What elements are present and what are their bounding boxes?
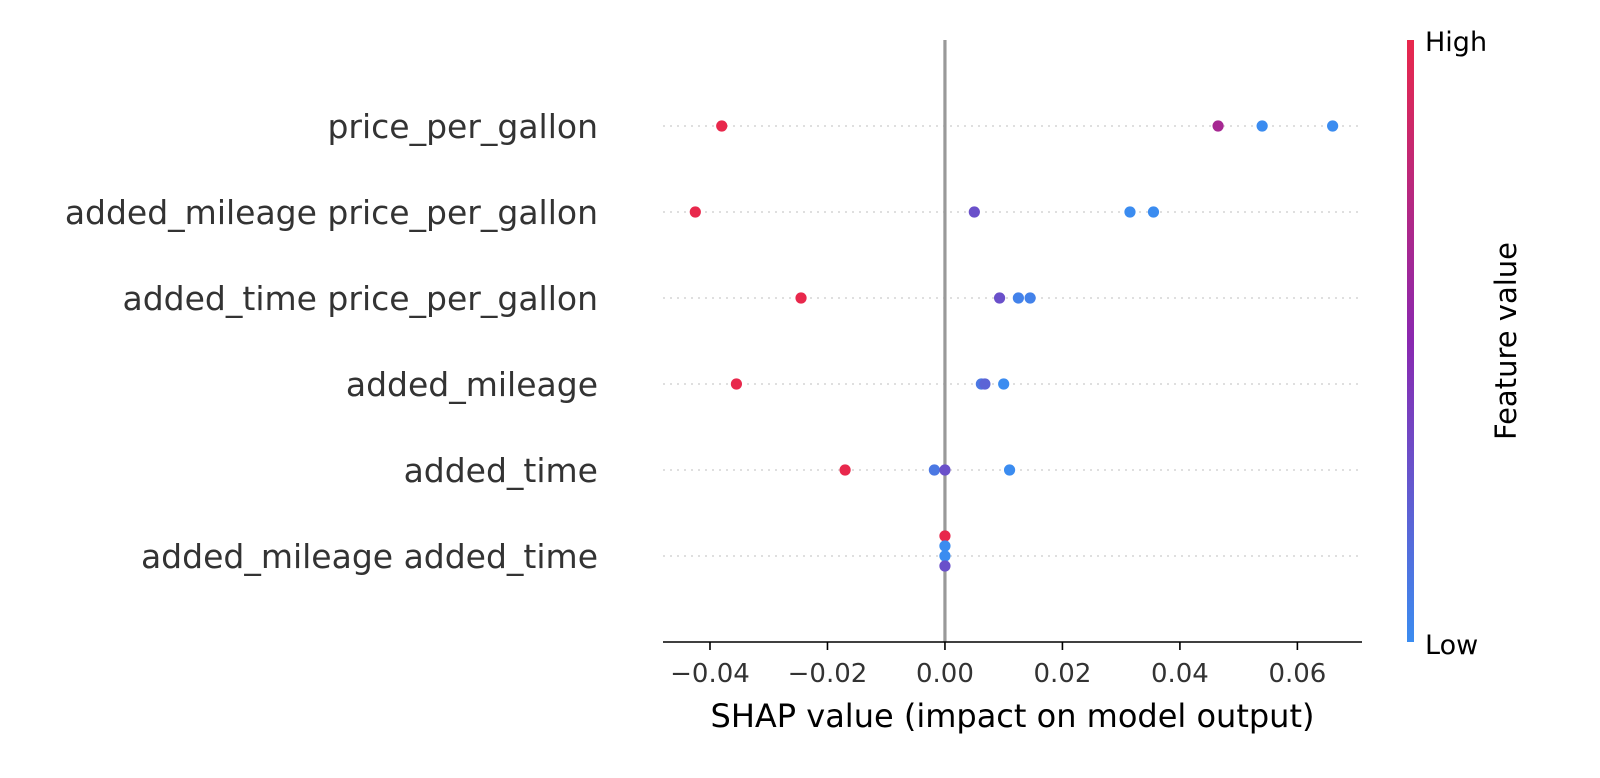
x-tick-label: 0.04	[1151, 659, 1209, 689]
data-point	[979, 378, 991, 390]
colorbar-title: Feature value	[1489, 242, 1523, 440]
x-tick-label: −0.02	[788, 659, 868, 689]
data-point	[1147, 206, 1160, 218]
feature-label: added_time	[404, 451, 598, 490]
data-point	[939, 464, 951, 476]
data-point	[730, 378, 743, 390]
data-point	[795, 292, 807, 304]
data-point	[939, 560, 951, 572]
data-point	[689, 206, 701, 218]
feature-label: added_mileage	[346, 365, 598, 404]
colorbar	[1407, 40, 1414, 642]
data-point	[716, 120, 728, 132]
row-gridlines	[663, 125, 1362, 557]
data-point	[968, 206, 980, 218]
x-axis-ticks: −0.04 −0.02 0.00 0.02 0.04 0.06	[670, 642, 1326, 689]
feature-label: added_mileage added_time	[141, 537, 598, 576]
data-point	[928, 464, 940, 476]
data-point	[1024, 292, 1036, 304]
x-tick-label: 0.02	[1033, 659, 1091, 689]
data-point	[939, 540, 951, 552]
x-tick-label: 0.06	[1268, 659, 1326, 689]
data-point	[1256, 120, 1268, 132]
data-point	[1012, 292, 1024, 304]
colorbar-high-label: High	[1425, 27, 1487, 58]
colorbar-low-label: Low	[1425, 630, 1478, 661]
data-point	[1327, 120, 1339, 132]
data-point	[993, 292, 1006, 304]
data-point	[1124, 206, 1136, 218]
feature-label: added_time price_per_gallon	[123, 279, 598, 318]
data-point	[939, 530, 951, 542]
feature-label: price_per_gallon	[327, 107, 598, 146]
x-tick-label: 0.00	[916, 659, 974, 689]
x-axis-title: SHAP value (impact on model output)	[711, 697, 1315, 735]
data-point	[998, 378, 1010, 390]
feature-label: added_mileage price_per_gallon	[65, 193, 598, 232]
data-point	[1212, 120, 1224, 132]
data-point	[1003, 464, 1016, 476]
x-tick-label: −0.04	[670, 659, 750, 689]
feature-labels: price_per_gallon added_mileage price_per_…	[65, 107, 598, 576]
data-points	[689, 120, 1339, 572]
data-point	[839, 464, 851, 476]
data-point	[939, 550, 951, 562]
